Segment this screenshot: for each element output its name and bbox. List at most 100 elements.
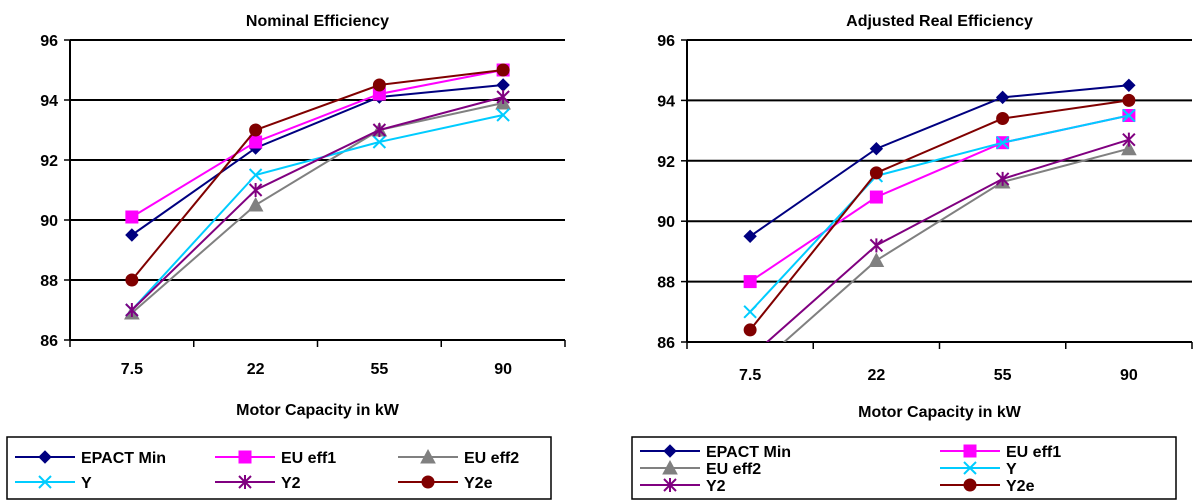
legend-item: EU eff1 [215,450,336,467]
chart-1: Nominal Efficiency 86 88 90 92 94 96 7.5 22 55 90 M… [6,13,566,500]
data-point [869,238,884,253]
data-point [248,183,263,197]
legend-marker [238,450,252,464]
data-point [743,323,757,337]
x-tick-label: 90 [494,361,512,378]
data-point [744,350,756,364]
data-point [125,210,139,224]
x-tick-label: 7.5 [121,361,143,378]
legend-item: EPACT Min [15,450,166,467]
legend-marker [238,475,252,489]
legend-item: EU eff2 [398,448,519,467]
legend-label: EPACT Min [706,444,791,461]
legend-item: Y [940,461,1017,478]
legend-label: Y2 [706,478,726,495]
legend-label: EPACT Min [81,450,166,467]
data-point [249,123,263,137]
legend-item: Y2e [940,478,1035,495]
data-point [249,135,263,149]
y-tick-label: 90 [40,213,58,230]
y-tick-label: 88 [657,275,675,292]
x-tick-label: 90 [1120,367,1138,384]
legend-item: Y2e [398,475,493,492]
data-point [496,78,510,92]
data-point [125,273,139,287]
legend-label: Y2 [281,475,301,492]
series-y [743,108,1136,319]
x-tick-label: 55 [370,361,388,378]
legend-item: Y2 [640,478,726,495]
series-line [749,84,1129,238]
x-axis-title: Motor Capacity in kW [858,404,1022,421]
data-point [1122,78,1136,93]
x-tick-label: 22 [247,361,265,378]
series-y2e [125,63,510,287]
legend-marker [963,444,977,458]
series-line [765,138,1130,342]
series-line [749,114,1130,313]
series-line [749,114,1130,283]
chart-title: Adjusted Real Efficiency [846,13,1033,30]
legend-marker [963,478,977,492]
data-point [248,168,263,182]
legend-marker [421,475,435,489]
legend-marker [38,475,52,489]
legend-label: Y [1006,461,1017,478]
series-group [743,78,1137,364]
data-point [1122,132,1136,147]
legend-marker [663,444,677,458]
y-tick-label: 88 [40,273,58,290]
x-tick-label: 7.5 [739,367,761,384]
data-point [995,171,1010,186]
legend-box [6,436,552,500]
data-point [372,135,387,149]
y-tick-label: 96 [657,33,675,50]
legend-label: Y [81,475,92,492]
series-line [131,114,504,311]
x-tick-label: 22 [867,367,885,384]
series-line [131,102,504,314]
series-line [131,96,504,311]
legend-label: EU eff1 [281,450,336,467]
data-point [743,275,757,289]
data-point [743,305,757,319]
data-point [372,78,386,92]
legend-marker [38,450,52,464]
data-point [995,135,1010,150]
data-point [869,142,884,156]
series-epact-min [743,78,1136,244]
data-point [869,190,883,204]
y-tick-label: 86 [40,333,58,350]
data-point [868,252,885,267]
y-tick-label: 92 [40,153,58,170]
legend-label: EU eff1 [1006,444,1061,461]
data-point [125,303,139,317]
data-point [743,229,757,244]
series-eu-eff2 [124,94,511,320]
series-y2 [125,90,510,317]
y-tick-label: 94 [657,93,675,110]
y-tick-label: 86 [657,335,675,352]
series-y2e [743,93,1136,337]
legend-item: EPACT Min [640,444,791,461]
y-tick-label: 90 [657,214,675,231]
series-line [131,69,504,281]
series-group [124,63,511,320]
legend-marker [663,478,677,492]
data-point [1122,93,1136,107]
legend-box [631,436,1177,500]
data-point [496,90,510,104]
legend-item: EU eff1 [940,444,1061,461]
series-line [131,84,504,236]
legend-item: Y [15,475,92,492]
series-y [125,108,510,317]
data-point [995,90,1010,105]
legend-label: Y2e [464,475,493,492]
series-line [782,147,1130,342]
series-line [131,69,504,218]
data-point [125,228,139,242]
series-line [749,99,1130,331]
legend-item: Y2 [215,475,301,492]
legend-label: EU eff2 [464,450,519,467]
